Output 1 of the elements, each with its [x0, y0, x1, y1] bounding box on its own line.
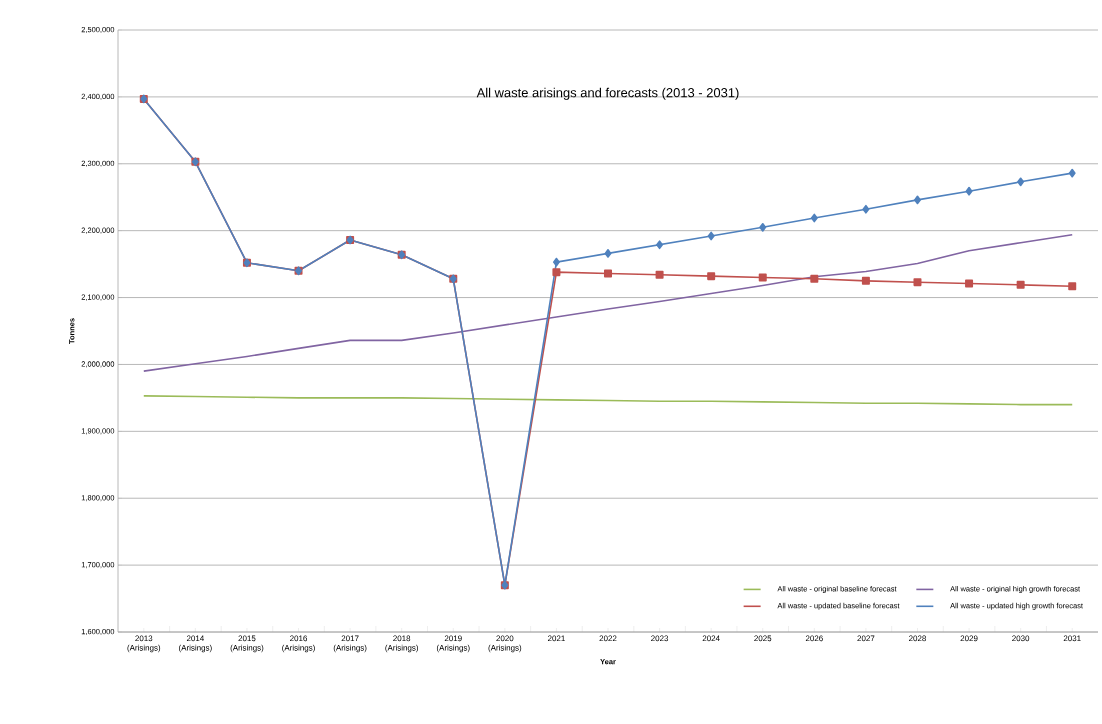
text: All waste arisings and forecasts (2013 - 2031) — [476, 87, 739, 100]
